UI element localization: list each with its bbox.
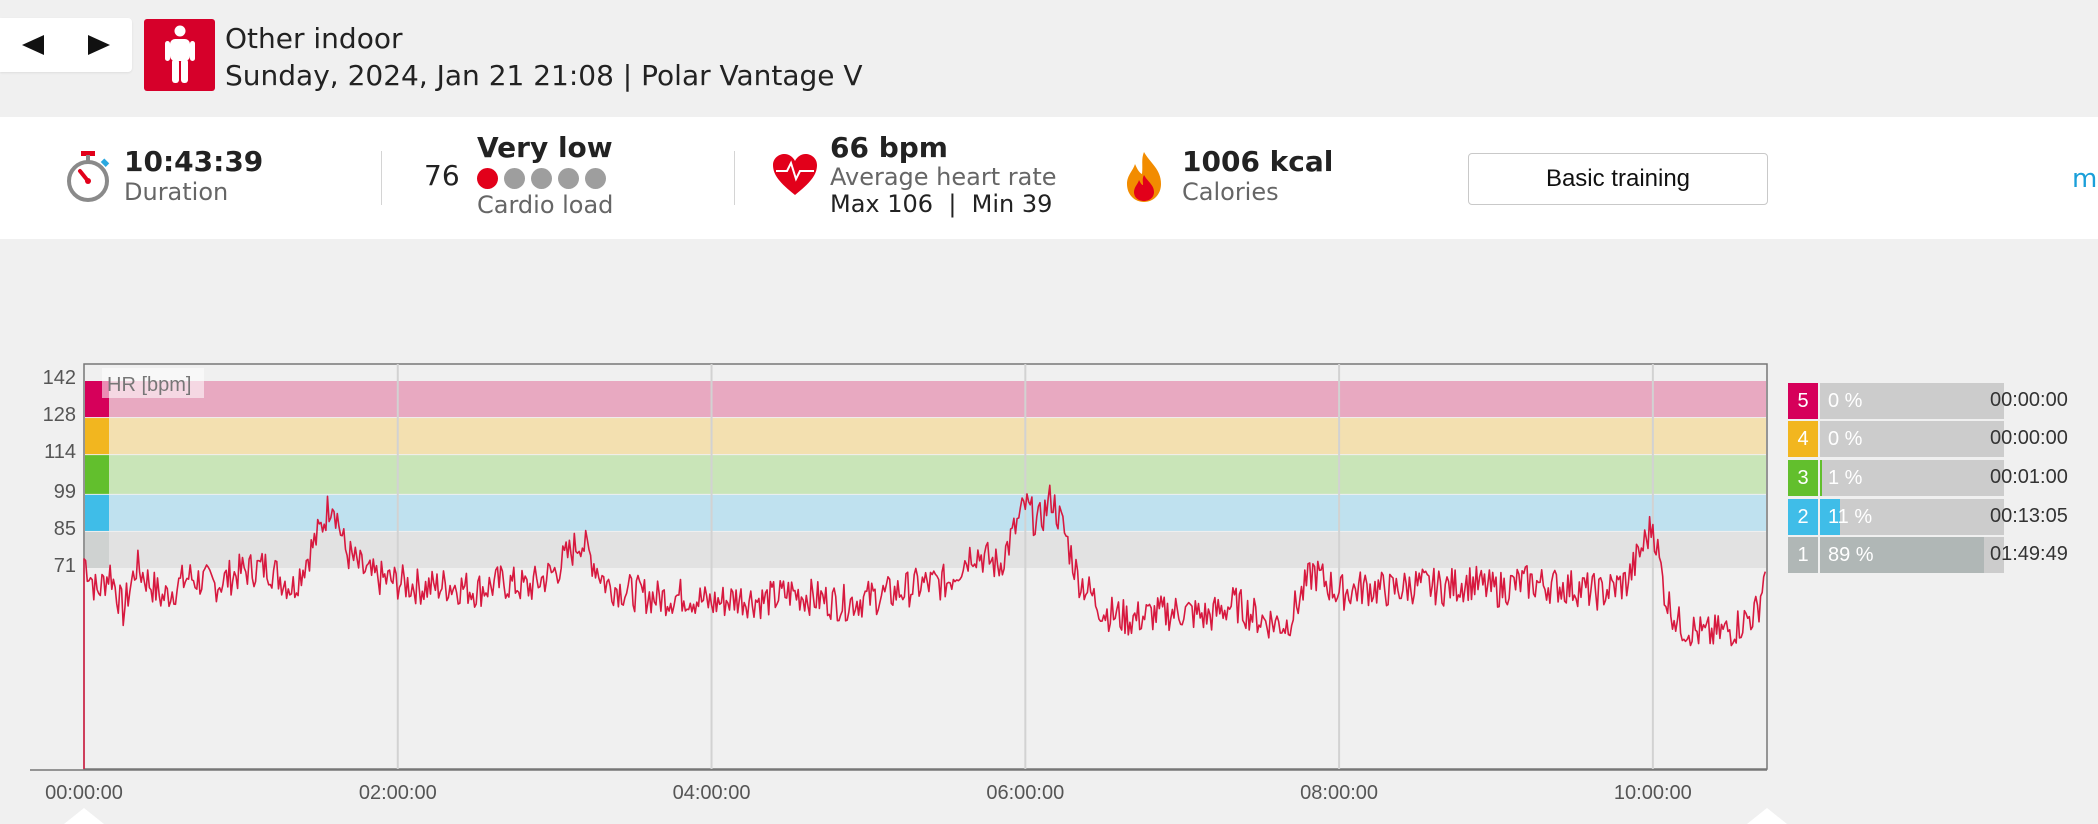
divider: [734, 151, 735, 205]
y-tick-label: 71: [53, 555, 76, 577]
zone-time-label: 01:49:49: [1990, 543, 2068, 565]
next-button[interactable]: [66, 18, 132, 72]
hr-series-line: [83, 484, 1767, 647]
y-tick-label: 85: [53, 517, 76, 540]
zone-percent-bar: 0 %: [1820, 383, 2004, 419]
zone-number: 4: [1788, 421, 1818, 457]
zone-band-2: [85, 494, 1766, 531]
zone-percent-fill: [1820, 537, 1984, 573]
duration-label: Duration: [124, 178, 229, 206]
y-tick-label: 142: [42, 367, 76, 389]
zone-number: 2: [1788, 499, 1818, 535]
x-tick-label: 06:00:00: [986, 782, 1065, 804]
zone-band-5: [85, 381, 1766, 418]
zone-row-2: 2 11 %: [1788, 499, 2004, 535]
basic-training-button[interactable]: Basic training: [1468, 153, 1768, 205]
heart-rate-label: Average heart rate: [830, 163, 1057, 191]
page-title: Other indoor: [225, 22, 403, 55]
zone-percent-fill: [1820, 499, 1841, 535]
summary-bar: 10:43:39 Duration 76 Very low Cardio loa…: [0, 117, 2098, 239]
cardio-load-number: 76: [424, 159, 460, 192]
zone-time-label: 00:13:05: [1990, 505, 2068, 527]
chart-title-bg: [102, 368, 204, 398]
zone-percent-bar: 0 %: [1820, 421, 2004, 457]
zone-time-label: 00:01:00: [1990, 466, 2068, 488]
zone-percent-label: 11 %: [1828, 506, 1873, 528]
cardio-dot: [504, 168, 525, 189]
range-end-handle[interactable]: [1747, 808, 1787, 824]
zone-percent-bar: 89 %: [1820, 537, 2004, 573]
zone-percent-label: 0 %: [1828, 428, 1863, 450]
zone-band-marker-2: [85, 494, 109, 531]
flame-icon: [1127, 152, 1161, 202]
cardio-load-level: Very low: [477, 131, 613, 164]
heart-rate-chart-svg: HR [bpm]: [30, 363, 1768, 771]
session-title-block: Other indoor Sunday, 2024, Jan 21 21:08 …: [225, 20, 863, 94]
zone-number: 5: [1788, 383, 1818, 419]
heart-icon: [773, 154, 817, 195]
triangle-left-icon: [22, 35, 44, 55]
person-standing-icon: [164, 25, 195, 83]
duration-value: 10:43:39: [124, 145, 264, 178]
cardio-dot: [558, 168, 579, 189]
range-start-handle[interactable]: [64, 808, 104, 824]
zone-band-1: [85, 531, 1766, 568]
cardio-dot: [477, 168, 498, 189]
calories-value: 1006 kcal: [1182, 145, 1334, 178]
x-tick-label: 08:00:00: [1300, 782, 1379, 804]
x-tick-label: 00:00:00: [45, 782, 123, 804]
x-tick-label: 04:00:00: [672, 782, 751, 804]
zone-time-label: 00:00:00: [1990, 427, 2068, 449]
cardio-dot: [585, 168, 606, 189]
x-tick-label: 10:00:00: [1613, 782, 1692, 804]
heart-rate-chart: HR [bpm] 142 128 114 99 85 71 00:00:00 02:00:0…: [0, 355, 2098, 824]
y-tick-label: 99: [53, 480, 76, 503]
previous-button[interactable]: [0, 18, 66, 72]
zone-band-4: [85, 418, 1766, 455]
stopwatch-icon: [67, 151, 110, 202]
cardio-dot: [531, 168, 552, 189]
zone-percent-label: 0 %: [1828, 390, 1863, 412]
zone-band-marker-4: [85, 418, 109, 455]
sport-icon: [144, 19, 215, 91]
y-tick-label: 114: [44, 441, 76, 464]
chart-title: HR [bpm]: [107, 374, 191, 396]
zone-percent-label: 89 %: [1828, 544, 1874, 566]
zone-row-5: 5 0 %: [1788, 383, 2004, 419]
zone-percent-label: 1 %: [1828, 467, 1863, 489]
cardio-load-dots: [477, 168, 613, 189]
zone-row-3: 3 1 %: [1788, 460, 2004, 496]
x-tick-label: 02:00:00: [358, 782, 437, 804]
zone-row-1: 1 89 %: [1788, 537, 2004, 573]
zone-row-4: 4 0 %: [1788, 421, 2004, 457]
zone-number: 1: [1788, 537, 1818, 573]
divider: [381, 151, 382, 205]
cardio-load-label: Cardio load: [477, 191, 614, 219]
zone-band-marker-3: [85, 455, 109, 494]
session-date-device: Sunday, 2024, Jan 21 21:08 | Polar Vanta…: [225, 59, 863, 92]
more-link[interactable]: mo: [2072, 164, 2098, 194]
zone-percent-bar: 11 %: [1820, 499, 2004, 535]
zone-band-marker-1: [85, 531, 109, 568]
calories-label: Calories: [1182, 178, 1279, 206]
y-tick-label: 128: [42, 404, 76, 427]
triangle-right-icon: [88, 35, 110, 55]
heart-rate-max-min: Max 106 | Min 39: [830, 190, 1053, 218]
heart-rate-value: 66 bpm: [830, 131, 948, 164]
zone-band-3: [85, 455, 1766, 494]
zone-time-label: 00:00:00: [1990, 389, 2068, 411]
navigation-buttons: [0, 18, 132, 72]
zone-percent-fill: [1820, 460, 1822, 496]
zone-number: 3: [1788, 460, 1818, 496]
zone-percent-bar: 1 %: [1820, 460, 2004, 496]
